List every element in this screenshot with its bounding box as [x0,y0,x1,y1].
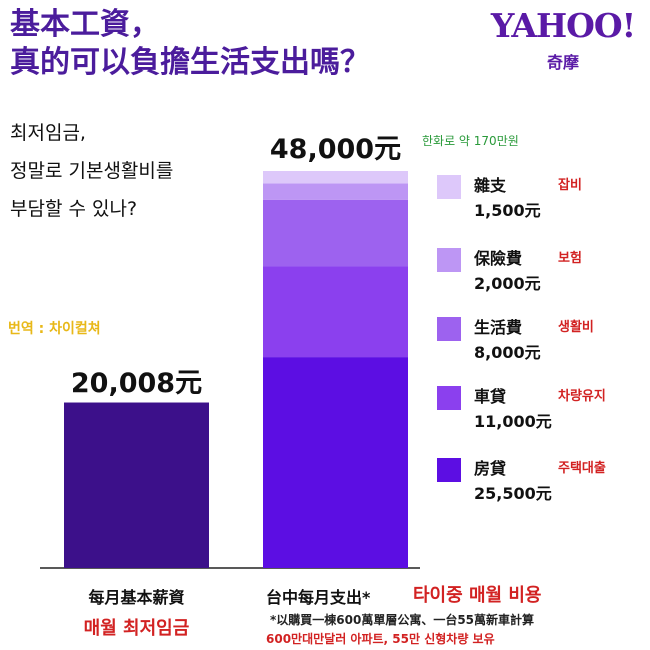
krw-conversion-note: 한화로 약 170만원 [422,134,519,148]
title-line-2: 真的可以負擔生活支出嗎？ [10,45,370,80]
bar-basic-wage [64,402,209,568]
category-label-korean: 매월 최저임금 [83,618,190,639]
stack-segment-1 [263,266,408,358]
legend-swatch [437,248,461,272]
legend-korean-name: 보험 [558,251,582,266]
category-label: 每月基本薪資 [88,588,185,607]
legend-name: 房貸 [474,459,507,478]
legend-name: 雜支 [474,176,507,195]
stack-segment-4 [263,171,408,184]
translator-credit: 번역 : 차이컬쳐 [8,321,101,337]
korean-subtitle: 최저임금, 정말로 기본생활비를 부담할 수 있나? [10,114,270,228]
legend-name: 保險費 [474,249,523,268]
legend-swatch [437,458,461,482]
legend-name: 車貸 [474,387,507,406]
footnote: *以購買一棟600萬單層公寓、一台55萬新車計算 [270,613,535,627]
legend-value: 11,000元 [474,412,552,431]
legend-swatch [437,175,461,199]
legend-korean-name: 생활비 [558,320,594,335]
stack-segment-3 [263,183,408,200]
legend-value: 25,500元 [474,484,552,503]
stack-segment-0 [263,357,408,568]
category-label: 台中每月支出* [266,588,371,607]
legend-value: 2,000元 [474,274,541,293]
category-label-korean: 타이중 매월 비용 [413,585,542,606]
title-line-1: 基本工資， [10,7,160,42]
subtitle-line-3: 부담할 수 있나? [10,198,138,220]
logo-main-text: YAHOO! [490,6,636,45]
legend-value: 8,000元 [474,343,541,362]
subtitle-line-2: 정말로 기본생활비를 [10,160,174,182]
footnote-korean: 600만대만달러 아파트, 55만 신형차량 보유 [266,632,495,646]
stack-segment-2 [263,199,408,267]
legend-swatch [437,317,461,341]
legend-korean-name: 차량유지 [558,389,606,404]
legend-value: 1,500元 [474,201,541,220]
subtitle-line-1: 최저임금, [10,122,86,144]
legend-korean-name: 주택대출 [558,461,606,476]
legend-swatch [437,386,461,410]
bar-total-label: 48,000元 [269,134,402,165]
bar-total-label: 20,008元 [70,367,203,399]
page-title: 基本工資， 真的可以負擔生活支出嗎？ [10,6,480,82]
legend-name: 生活費 [474,318,523,337]
yahoo-logo: YAHOO! 奇摩 [488,6,638,82]
legend-korean-name: 잡비 [558,178,582,193]
logo-sub-text: 奇摩 [546,53,579,72]
